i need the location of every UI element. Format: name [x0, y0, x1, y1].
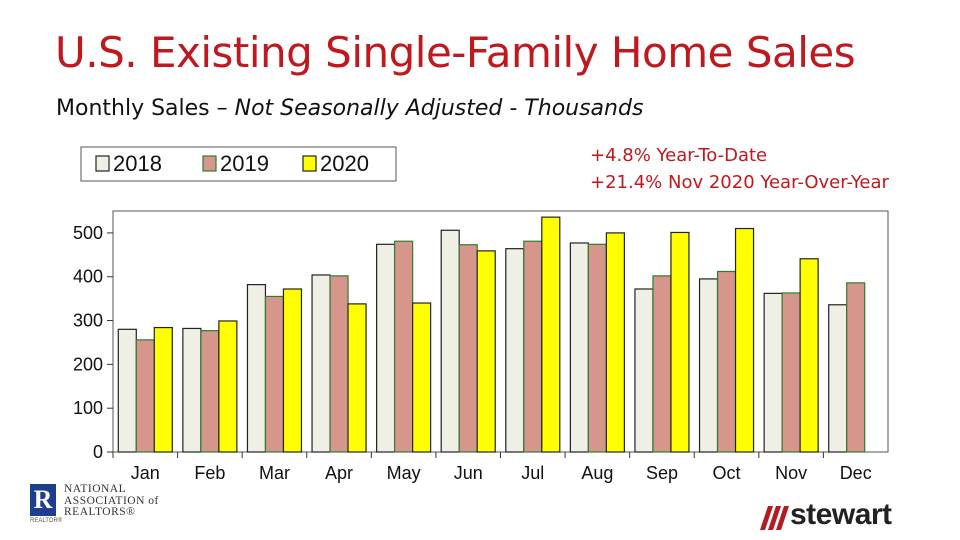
x-tick-label: Aug	[581, 463, 613, 483]
bar-2019-dec	[846, 282, 866, 453]
bar-2019-aug	[587, 243, 607, 453]
bar-2018-jul	[505, 248, 525, 453]
subtitle-plain: Monthly Sales –	[56, 96, 235, 121]
bar-2019-nov	[781, 292, 801, 453]
bar-2018-may	[376, 243, 396, 453]
chart-subtitle: Monthly Sales – Not Seasonally Adjusted …	[56, 96, 643, 121]
bar-2019-apr	[329, 275, 349, 453]
stewart-logo: stewart	[754, 498, 944, 534]
nar-line-3: REALTORS®	[64, 506, 136, 518]
y-tick-label: 500	[73, 223, 103, 243]
y-tick-label: 300	[73, 311, 103, 331]
bar-2019-may	[394, 240, 414, 453]
chart-title: U.S. Existing Single-Family Home Sales	[55, 28, 856, 77]
x-tick-label: Dec	[840, 463, 872, 483]
bars	[117, 216, 866, 453]
bar-2019-jun	[458, 244, 478, 453]
bar-2018-mar	[246, 284, 267, 453]
x-tick-label: Sep	[646, 463, 678, 483]
bar-2020-may	[412, 302, 432, 453]
bar-2020-mar	[282, 288, 303, 453]
bar-2018-apr	[311, 274, 331, 453]
bar-2019-jan	[135, 339, 155, 453]
bar-2019-oct	[716, 270, 737, 453]
axes: 0 100 200 300 400 500 Jan Feb Mar Apr May Jun Jul Aug…	[73, 210, 889, 483]
y-tick-label: 100	[73, 398, 103, 418]
bar-2018-aug	[569, 242, 589, 453]
legend-label-2018: 2018	[113, 151, 162, 176]
bar-2018-nov	[763, 292, 783, 453]
legend-swatch-2020	[302, 155, 317, 172]
legend-box	[80, 146, 397, 182]
note-yoy: +21.4% Nov 2020 Year-Over-Year	[590, 172, 889, 193]
bar-2019-jul	[523, 240, 543, 453]
bar-2019-feb	[200, 330, 220, 453]
legend-swatch-2018	[95, 155, 110, 172]
bar-2020-feb	[218, 320, 238, 453]
y-tick-label: 0	[93, 442, 103, 462]
bar-2020-oct	[734, 227, 755, 453]
x-tick-label: Nov	[775, 463, 807, 483]
subtitle-italic: Not Seasonally Adjusted - Thousands	[234, 96, 644, 121]
legend-label-2020: 2020	[320, 151, 369, 176]
x-tick-label: Apr	[325, 463, 353, 483]
bar-2018-jan	[117, 328, 137, 453]
bar-2018-sep	[634, 288, 654, 453]
bar-2020-jul	[541, 216, 561, 453]
y-tick-label: 400	[73, 267, 103, 287]
bar-2019-sep	[652, 275, 672, 453]
nar-logo: R REALTOR® NATIONAL ASSOCIATION of REALT…	[30, 483, 190, 528]
nar-small-label: REALTOR®	[30, 518, 63, 524]
note-ytd: +4.8% Year-To-Date	[590, 145, 768, 166]
bar-2020-aug	[605, 232, 625, 453]
realtor-r-icon: R	[30, 484, 56, 516]
legend-label-2019: 2019	[220, 151, 269, 176]
bar-2020-nov	[799, 258, 819, 453]
nar-line-1: NATIONAL	[64, 483, 127, 495]
annotations: +4.8% Year-To-Date +21.4% Nov 2020 Year-…	[590, 142, 889, 196]
x-tick-label: May	[387, 463, 421, 483]
bar-2020-jun	[476, 250, 496, 453]
stewart-stripes-icon	[760, 506, 789, 530]
y-tick-label: 200	[73, 354, 103, 374]
x-tick-label: Oct	[713, 463, 741, 483]
nar-wordmark: NATIONAL ASSOCIATION of REALTORS®	[64, 483, 159, 519]
nar-line-2: ASSOCIATION of	[64, 494, 159, 507]
bar-2019-mar	[264, 295, 285, 453]
bar-2018-dec	[828, 304, 848, 453]
x-tick-label: Jun	[454, 463, 483, 483]
x-tick-label: Jan	[131, 463, 160, 483]
bar-2018-jun	[440, 229, 460, 453]
bar-2018-feb	[182, 327, 202, 453]
bar-2020-sep	[670, 231, 690, 453]
legend: 2018 2019 2020	[80, 146, 397, 182]
legend-swatch-2019	[202, 155, 217, 172]
x-tick-label: Jul	[521, 463, 544, 483]
bar-2020-jan	[153, 326, 173, 453]
bar-2018-oct	[698, 278, 719, 453]
x-tick-label: Mar	[259, 463, 290, 483]
x-tick-label: Feb	[194, 463, 225, 483]
bar-2020-apr	[347, 303, 367, 453]
stewart-wordmark: stewart	[790, 498, 892, 531]
